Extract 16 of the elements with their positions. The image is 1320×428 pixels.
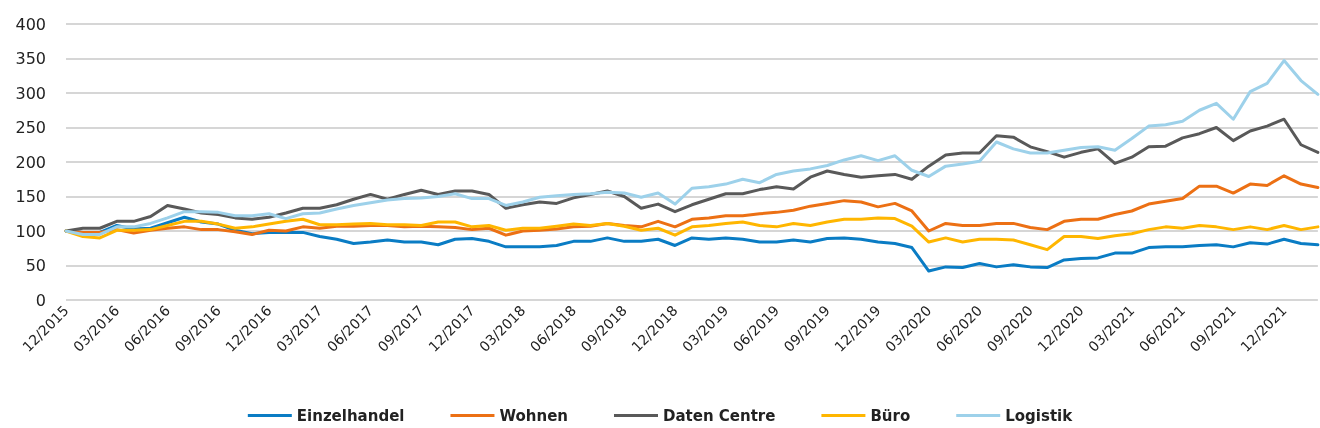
y-tick-label: 150 (15, 187, 46, 206)
line-series (64, 117, 1320, 233)
y-tick-label: 50 (25, 256, 46, 275)
y-tick-label: 400 (15, 14, 46, 34)
y-tick-label: 300 (15, 83, 46, 103)
legend-label: Daten Centre (662, 406, 776, 425)
y-tick-label: 0 (35, 290, 46, 310)
legend-label: Büro (870, 406, 911, 425)
line-series (64, 59, 1320, 236)
legend-label: Einzelhandel (296, 406, 405, 425)
y-tick-label: 100 (15, 221, 46, 241)
y-tick-label: 350 (15, 49, 46, 68)
y-tick-label: 200 (15, 152, 46, 172)
legend-label: Wohnen (499, 406, 568, 425)
legend-label: Logistik (1005, 406, 1074, 425)
y-tick-label: 250 (15, 118, 46, 137)
